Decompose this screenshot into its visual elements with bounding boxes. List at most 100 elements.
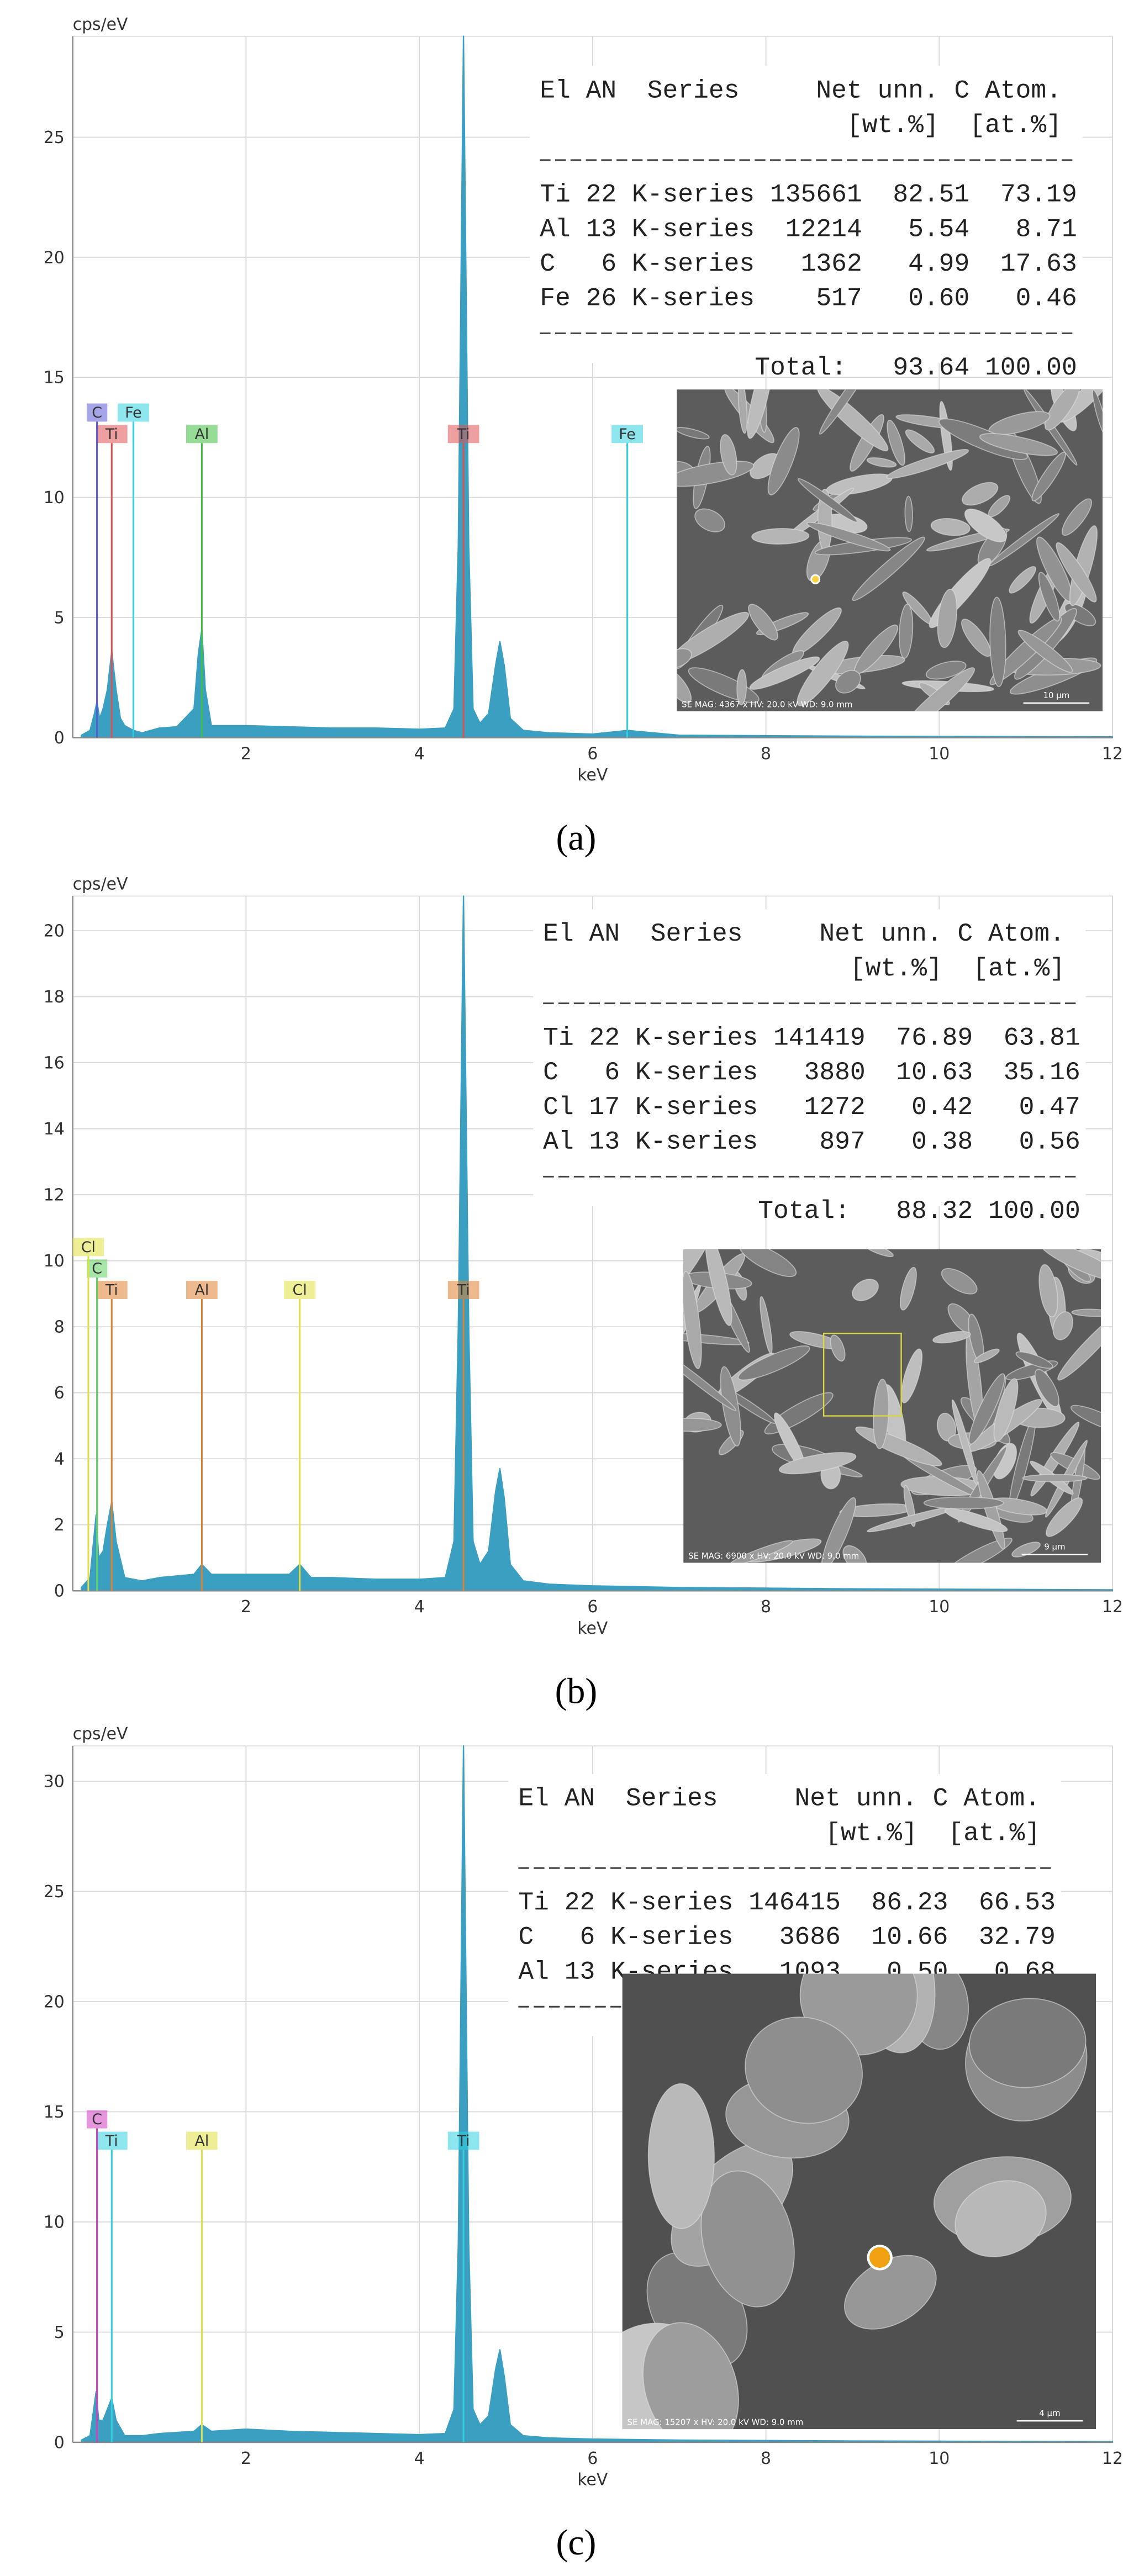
y-tick-label: 10: [44, 2213, 65, 2232]
y-tick-label: 0: [54, 729, 65, 748]
sem-grain: [962, 482, 999, 506]
sem-image: [622, 1973, 1096, 2430]
inset-caption: SE MAG: 6900 x HV: 20.0 kV WD: 9.0 mm: [688, 1551, 859, 1561]
table-cell: K-series: [635, 1023, 758, 1052]
sem-grain: [806, 521, 891, 552]
table-cell: unn. C: [881, 919, 973, 948]
table-cell: 76.89: [896, 1023, 973, 1052]
x-tick-label: 12: [1102, 2449, 1123, 2468]
sem-grain: [683, 1249, 715, 1303]
table-cell: El: [518, 1784, 549, 1813]
element-tag: [611, 425, 643, 444]
sem-grain: [749, 656, 820, 690]
table-cell: 897: [819, 1127, 865, 1157]
table-cell: 6: [601, 249, 616, 278]
sem-grain: [964, 508, 1007, 543]
sem-grain: [955, 2180, 1047, 2257]
sem-grain: [932, 1331, 971, 1344]
analysis-point: [867, 2245, 893, 2271]
table-cell: [wt.%]: [825, 1818, 917, 1847]
element-tag: [186, 425, 218, 444]
sem-grain: [819, 389, 873, 435]
x-tick-label: 2: [241, 744, 251, 763]
x-tick-label: 4: [414, 744, 425, 763]
sem-grain: [1046, 1497, 1083, 1537]
sem-grain: [737, 1345, 810, 1381]
y-tick-label: 14: [44, 1120, 65, 1139]
table-cell: Al: [543, 1127, 574, 1157]
sem-grain: [993, 1378, 1019, 1442]
figure-caption: (a): [556, 818, 596, 858]
scale-label: 9 µm: [1044, 1542, 1065, 1552]
sem-grain: [989, 513, 1060, 567]
figure-caption: (b): [555, 1671, 598, 1711]
x-tick-label: 4: [414, 2449, 425, 2468]
sem-image: [683, 1249, 1101, 1563]
x-tick-label: 8: [761, 744, 771, 763]
table-cell: K-series: [632, 214, 755, 244]
table-cell: 10.66: [871, 1923, 948, 1952]
element-tag: [86, 2110, 108, 2129]
inset-caption: SE MAG: 15207 x HV: 20.0 kV WD: 9.0 mm: [627, 2417, 804, 2427]
sem-grain: [729, 1540, 793, 1563]
x-tick-label: 10: [929, 1597, 950, 1617]
table-cell: Ti: [543, 1023, 574, 1052]
table-cell: 3686: [779, 1923, 841, 1952]
sem-grain: [683, 1417, 722, 1432]
element-tag: [96, 1281, 128, 1299]
table-cell: 82.51: [893, 180, 969, 209]
element-label: Ti: [457, 2132, 470, 2150]
sem-grain: [944, 1508, 1008, 1532]
sem-grain: [1017, 630, 1073, 673]
sem-grain: [739, 1249, 797, 1278]
element-label: Ti: [105, 426, 118, 443]
table-cell: El: [543, 919, 574, 948]
x-tick-label: 6: [587, 744, 598, 763]
table-cell: Total:: [758, 1196, 850, 1226]
sem-grain: [737, 389, 748, 434]
table-cell: 3880: [804, 1058, 866, 1087]
table-cell: 22: [586, 180, 617, 209]
x-axis-label: keV: [577, 766, 608, 785]
element-label: Ti: [457, 426, 470, 443]
sem-grain: [817, 389, 889, 452]
sem-grain: [797, 478, 858, 523]
element-label: Ti: [105, 1281, 118, 1298]
table-cell: Net: [816, 76, 862, 105]
table-cell: K-series: [632, 180, 755, 209]
sem-grain: [683, 1333, 750, 1345]
inset-caption: SE MAG: 4367 x HV: 20.0 kV WD: 9.0 mm: [682, 699, 852, 709]
table-cell: AN: [589, 919, 620, 948]
sem-grain: [899, 1266, 917, 1311]
y-tick-label: 8: [54, 1318, 65, 1337]
sem-grain: [979, 433, 1058, 456]
sem-grain: [700, 2170, 795, 2308]
table-cell: C: [540, 249, 555, 278]
element-tag: [86, 403, 108, 422]
sem-grain: [683, 1271, 702, 1369]
table-cell: 100.00: [988, 1196, 1080, 1226]
sem-grain: [1039, 1249, 1101, 1282]
element-label: C: [92, 1260, 102, 1278]
element-label: Ti: [457, 1281, 470, 1298]
table-cell: 35.16: [1004, 1058, 1080, 1087]
sem-grain: [951, 1399, 978, 1485]
sem-grain: [677, 427, 710, 440]
element-tag: [284, 1281, 316, 1299]
x-axis-label: keV: [577, 1619, 608, 1638]
table-cell: K-series: [610, 1923, 733, 1952]
table-cell: Cl: [543, 1092, 574, 1122]
y-tick-label: 20: [44, 922, 65, 941]
table-cell: C: [518, 1923, 534, 1952]
x-tick-label: 4: [414, 1597, 425, 1617]
element-label: Cl: [81, 1239, 96, 1256]
table-cell: unn. C: [878, 76, 970, 105]
y-tick-label: 12: [44, 1186, 65, 1205]
table-cell: K-series: [635, 1127, 758, 1157]
table-cell: 13: [589, 1127, 620, 1157]
table-cell: Net: [819, 919, 865, 948]
table-cell: 22: [565, 1888, 595, 1917]
table-cell: 100.00: [985, 353, 1077, 382]
sem-grain: [1034, 1369, 1059, 1407]
element-tag: [96, 425, 128, 444]
